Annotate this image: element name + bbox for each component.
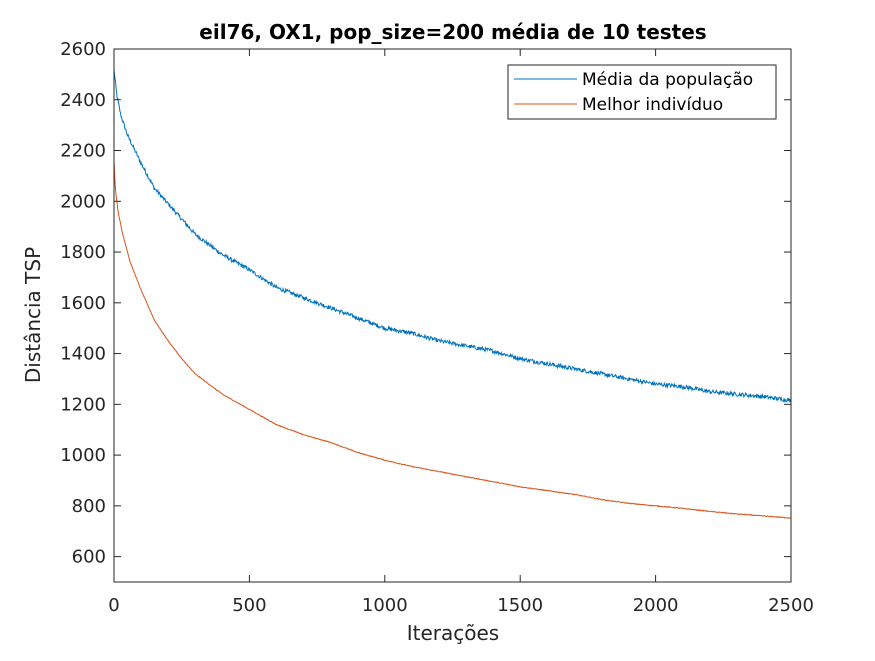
- y-tick-label: 2200: [60, 141, 106, 162]
- chart-title: eil76, OX1, pop_size=200 média de 10 tes…: [199, 20, 706, 44]
- axes: [113, 48, 792, 583]
- x-tick-label: 500: [232, 595, 266, 616]
- legend-label-populacao: Média da população: [582, 70, 753, 90]
- x-tick-label: 1000: [362, 595, 408, 616]
- legend-box: [507, 64, 777, 120]
- y-tick-label: 1000: [60, 445, 106, 466]
- series-line-0: [113, 68, 792, 403]
- x-tick-label: 2000: [633, 595, 679, 616]
- y-tick-label: 1400: [60, 344, 106, 365]
- y-axis-label: Distância TSP: [21, 247, 45, 383]
- x-tick-label: 0: [108, 595, 119, 616]
- x-tick-label: 1500: [497, 595, 543, 616]
- legend-label-melhor: Melhor indivíduo: [582, 95, 723, 115]
- y-tick-label: 2000: [60, 191, 106, 212]
- y-tick-label: 1600: [60, 293, 106, 314]
- y-tick-label: 600: [72, 547, 106, 568]
- axes-box: [113, 48, 792, 583]
- tick-marks: [113, 48, 792, 582]
- x-tick-label: 2500: [768, 595, 814, 616]
- y-tick-label: 2400: [60, 90, 106, 111]
- y-tick-label: 1800: [60, 242, 106, 263]
- y-tick-label: 800: [72, 496, 106, 517]
- tick-labels: 0 500 1000 1500 2000 2500 600 800 1000 1200 1400 16…: [60, 39, 814, 616]
- y-tick-label: 2600: [60, 39, 106, 60]
- x-axis-label: Iterações: [407, 621, 499, 645]
- y-tick-label: 1200: [60, 394, 106, 415]
- series-layer: [113, 68, 792, 519]
- legend: Média da população Melhor indivíduo: [507, 64, 777, 120]
- series-line-1: [113, 161, 792, 519]
- plot-area: [114, 49, 791, 582]
